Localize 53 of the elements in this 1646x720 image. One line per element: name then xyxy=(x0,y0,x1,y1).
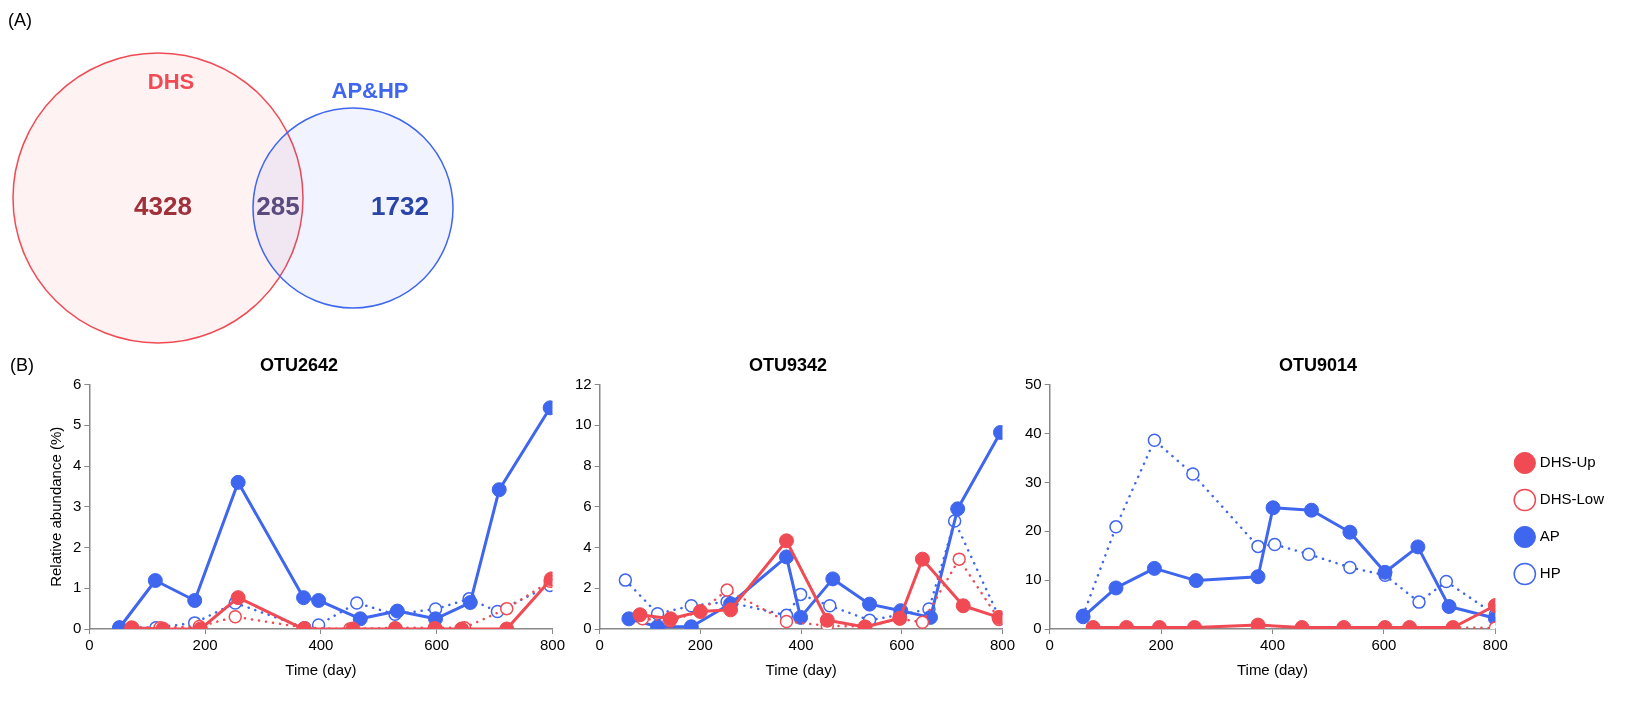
chart-title: OTU9014 xyxy=(1278,354,1358,375)
chart-title: OTU2642 xyxy=(259,354,339,375)
y-tick-label: 5 xyxy=(73,415,82,433)
x-axis-title: Time (day) xyxy=(285,661,357,679)
x-tick-label: 0 xyxy=(595,636,604,654)
y-tick-label: 50 xyxy=(1025,374,1042,392)
x-tick-label: 800 xyxy=(1482,636,1508,654)
y-tick-label: 4 xyxy=(73,456,82,474)
x-tick-label: 600 xyxy=(889,636,915,654)
text: 4328 xyxy=(134,191,192,222)
category-label: DHS xyxy=(147,69,195,95)
y-tick-label: 1 xyxy=(73,578,82,596)
y-tick-label: 0 xyxy=(1033,619,1042,637)
y-tick-label: 10 xyxy=(575,415,592,433)
x-tick-label: 200 xyxy=(687,636,713,654)
y-tick-label: 0 xyxy=(73,619,82,637)
legend-label: DHS-Low xyxy=(1539,490,1605,508)
y-tick-label: 2 xyxy=(583,578,592,596)
y-tick-label: 3 xyxy=(73,496,82,514)
x-tick-label: 400 xyxy=(308,636,334,654)
y-tick-label: 2 xyxy=(73,537,82,555)
y-tick-label: 4 xyxy=(583,537,592,555)
y-tick-label: 10 xyxy=(1025,570,1042,588)
legend-label: DHS-Up xyxy=(1539,453,1596,471)
x-tick-label: 0 xyxy=(1045,636,1054,654)
y-tick-label: 30 xyxy=(1025,472,1042,490)
x-tick-label: 200 xyxy=(1148,636,1174,654)
y-tick-label: 6 xyxy=(73,374,82,392)
y-axis-title: Relative abundance (%) xyxy=(47,426,65,587)
x-tick-label: 800 xyxy=(989,636,1015,654)
x-tick-label: 400 xyxy=(788,636,814,654)
y-tick-label: 0 xyxy=(583,619,592,637)
y-tick-label: 6 xyxy=(583,496,592,514)
chart-title: OTU9342 xyxy=(748,354,828,375)
legend-label: HP xyxy=(1539,564,1561,582)
x-tick-label: 0 xyxy=(85,636,94,654)
x-axis-title: Time (day) xyxy=(765,661,837,679)
y-tick-label: 8 xyxy=(583,456,592,474)
legend-label: AP xyxy=(1539,527,1560,545)
text: 285 xyxy=(256,191,300,222)
text: (A) xyxy=(8,9,32,30)
category-label: AP&HP xyxy=(331,78,409,104)
y-tick-label: 20 xyxy=(1025,521,1042,539)
x-tick-label: 600 xyxy=(424,636,450,654)
x-tick-label: 400 xyxy=(1259,636,1286,654)
y-tick-label: 12 xyxy=(575,374,592,392)
x-tick-label: 600 xyxy=(1371,636,1397,654)
y-tick-label: 40 xyxy=(1025,423,1042,441)
x-axis-title: Time (day) xyxy=(1236,661,1309,679)
text: (B) xyxy=(10,354,34,375)
text: 1732 xyxy=(371,191,429,222)
x-tick-label: 200 xyxy=(192,636,218,654)
x-tick-label: 800 xyxy=(539,636,565,654)
